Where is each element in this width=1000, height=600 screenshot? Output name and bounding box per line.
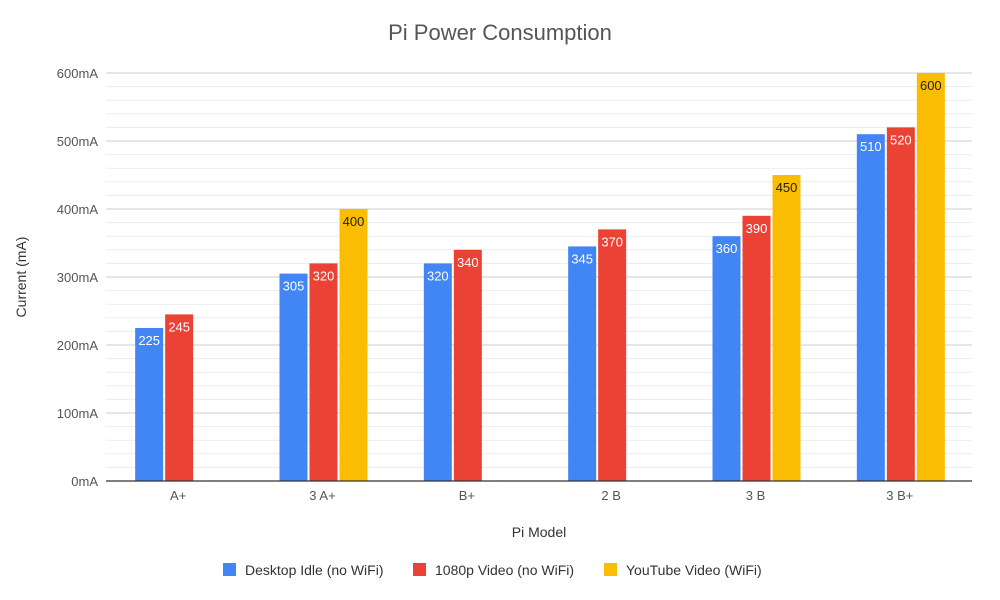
bar-value-label: 305 xyxy=(283,279,305,294)
bar xyxy=(712,236,741,481)
legend: Desktop Idle (no WiFi) 1080p Video (no Wi… xyxy=(223,562,762,578)
gridlines xyxy=(106,72,972,468)
bar-value-label: 360 xyxy=(716,241,738,256)
bar xyxy=(772,175,801,481)
x-tick-label: 3 A+ xyxy=(309,488,335,503)
bar xyxy=(742,215,771,482)
bar xyxy=(339,209,368,481)
bar-value-label: 370 xyxy=(601,234,623,249)
x-tick-label: A+ xyxy=(170,488,186,503)
y-tick-label: 600mA xyxy=(57,66,99,81)
bar-value-label: 520 xyxy=(890,132,912,147)
bar-value-label: 400 xyxy=(343,214,365,229)
legend-label: YouTube Video (WiFi) xyxy=(626,562,762,578)
bar-value-label: 510 xyxy=(860,139,882,154)
legend-swatch xyxy=(413,563,426,576)
bar xyxy=(856,134,885,481)
bar-value-label: 320 xyxy=(313,268,335,283)
x-axis-ticks: A+ 3 A+ B+ 2 B 3 B 3 B+ xyxy=(170,488,913,503)
bar xyxy=(453,249,482,481)
x-tick-label: 3 B xyxy=(746,488,766,503)
x-tick-label: B+ xyxy=(459,488,475,503)
bar-value-label: 245 xyxy=(168,319,190,334)
bar xyxy=(279,273,308,481)
bar xyxy=(165,314,194,481)
bar xyxy=(886,127,915,482)
y-tick-label: 200mA xyxy=(57,338,99,353)
bar-value-label: 225 xyxy=(138,333,160,348)
y-tick-label: 0mA xyxy=(71,474,98,489)
chart-title: Pi Power Consumption xyxy=(388,20,612,45)
bar-value-label: 450 xyxy=(776,180,798,195)
x-tick-label: 2 B xyxy=(601,488,621,503)
bar-value-label: 600 xyxy=(920,78,942,93)
y-axis-title: Current (mA) xyxy=(13,237,29,318)
bar-value-label: 345 xyxy=(571,251,593,266)
bar-value-label: 320 xyxy=(427,268,449,283)
bars: 225 245 305 320 400 320 340 345 370 360 390 450 510 5… xyxy=(135,73,945,482)
bar xyxy=(309,263,338,481)
legend-swatch xyxy=(604,563,617,576)
bar xyxy=(568,246,597,481)
x-axis-title: Pi Model xyxy=(512,524,566,540)
legend-label: 1080p Video (no WiFi) xyxy=(435,562,574,578)
bar xyxy=(135,328,164,481)
bar-value-label: 340 xyxy=(457,255,479,270)
y-axis-ticks: 0mA 100mA 200mA 300mA 400mA 500mA 600mA xyxy=(57,66,99,489)
y-tick-label: 500mA xyxy=(57,134,99,149)
legend-swatch xyxy=(223,563,236,576)
bar xyxy=(916,73,945,481)
bar-value-label: 390 xyxy=(746,221,768,236)
x-tick-label: 3 B+ xyxy=(886,488,913,503)
bar xyxy=(598,229,627,481)
y-tick-label: 400mA xyxy=(57,202,99,217)
legend-label: Desktop Idle (no WiFi) xyxy=(245,562,383,578)
y-tick-label: 100mA xyxy=(57,406,99,421)
bar xyxy=(423,263,452,481)
y-tick-label: 300mA xyxy=(57,270,99,285)
